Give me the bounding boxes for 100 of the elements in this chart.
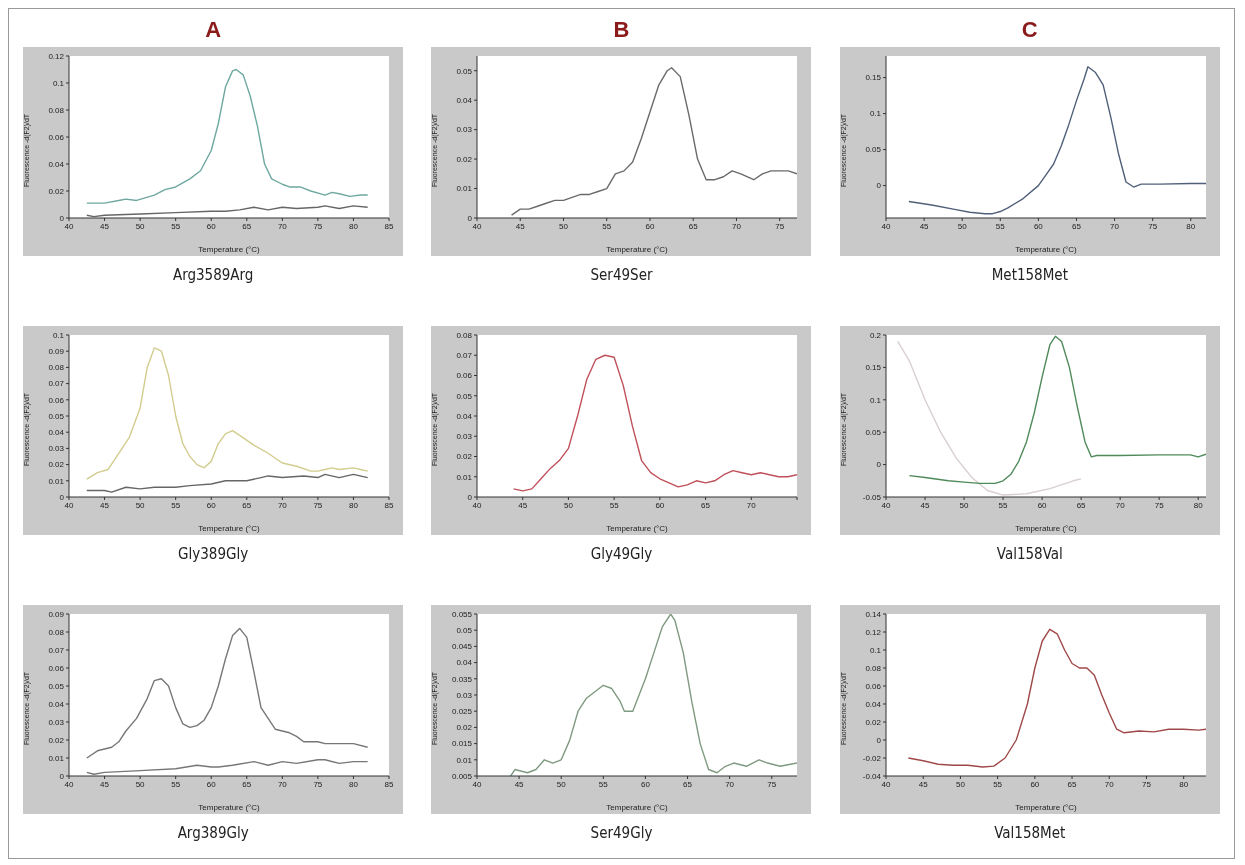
text: Gly49Gly <box>590 545 653 563</box>
x-tick-label: 60 <box>206 221 217 231</box>
x-tick-label: 50 <box>135 779 146 789</box>
y-tick-label: 0.14 <box>865 609 882 619</box>
y-tick-label: 0.2 <box>869 330 882 340</box>
x-tick-label: 65 <box>1071 221 1082 231</box>
x-tick-label: 70 <box>1104 779 1115 789</box>
x-tick-label: 40 <box>881 779 891 789</box>
y-tick-label: 0.01 <box>48 476 65 486</box>
x-axis-title: Temperature (°C) <box>198 245 261 254</box>
chart-subtitle: B <box>613 17 630 42</box>
x-tick-label: 75 <box>1141 779 1152 789</box>
x-tick-label: 50 <box>959 500 969 510</box>
x-tick-label: 40 <box>881 500 891 510</box>
x-axis-title: Temperature (°C) <box>1015 245 1077 254</box>
text: Val158Met <box>994 824 1066 842</box>
x-tick-label: 45 <box>920 500 930 510</box>
y-tick-label: 0.04 <box>48 699 65 709</box>
y-tick-label: 0.04 <box>456 411 474 421</box>
y-tick-label: 0.02 <box>48 186 65 196</box>
y-tick-label: 0.12 <box>48 51 65 61</box>
x-tick-label: 70 <box>747 500 757 510</box>
x-tick-label: 40 <box>473 779 483 789</box>
x-tick-label: 55 <box>998 500 1008 510</box>
x-tick-label: 50 <box>559 221 569 231</box>
y-tick-label: 0.035 <box>452 674 474 684</box>
x-tick-label: 45 <box>100 779 110 789</box>
x-tick-label: 55 <box>171 500 181 510</box>
y-tick-label: 0.09 <box>48 609 65 619</box>
x-tick-label: 75 <box>775 221 786 231</box>
y-tick-label: 0.06 <box>456 371 474 381</box>
y-tick-label: 0.08 <box>48 105 65 115</box>
line-series <box>513 354 798 492</box>
x-tick-label: 70 <box>278 779 288 789</box>
line-series <box>511 67 798 216</box>
x-axis-title: Temperature (°C) <box>606 803 669 812</box>
x-tick-label: 75 <box>1148 221 1158 231</box>
x-axis-title: Temperature (°C) <box>1015 803 1077 812</box>
y-tick-label: 0.08 <box>48 363 65 373</box>
x-tick-label: 55 <box>610 500 620 510</box>
x-tick-label: 70 <box>725 779 736 789</box>
y-tick-label: 0.02 <box>456 723 474 733</box>
line-series <box>86 68 369 204</box>
x-tick-label: 55 <box>602 221 613 231</box>
x-tick-label: 70 <box>1115 500 1125 510</box>
y-tick-label: 0.055 <box>452 609 474 619</box>
x-tick-label: 85 <box>384 500 395 510</box>
y-tick-label: 0.15 <box>865 363 882 373</box>
y-tick-label: 0.07 <box>48 645 65 655</box>
y-tick-label: 0.025 <box>452 707 474 717</box>
x-tick-label: 80 <box>349 779 359 789</box>
line-series <box>896 340 1082 496</box>
y-tick-label: 0.03 <box>48 444 65 454</box>
y-tick-label: 0.1 <box>869 395 882 405</box>
y-tick-label: 0.05 <box>456 626 474 636</box>
x-tick-label: 55 <box>171 221 181 231</box>
y-tick-label: 0.03 <box>456 432 474 442</box>
x-tick-label: 45 <box>515 779 525 789</box>
x-tick-label: 40 <box>64 500 75 510</box>
x-tick-label: 65 <box>242 500 252 510</box>
y-tick-label: 0.03 <box>456 690 474 700</box>
x-tick-label: 50 <box>135 500 146 510</box>
x-tick-label: 75 <box>313 221 324 231</box>
y-tick-label: 0.06 <box>48 132 65 142</box>
x-tick-label: 50 <box>564 500 574 510</box>
y-tick-label: 0.07 <box>48 379 65 389</box>
y-tick-label: 0.04 <box>48 159 65 169</box>
x-axis-title: Temperature (°C) <box>606 245 669 254</box>
x-tick-label: 70 <box>1109 221 1120 231</box>
y-tick-label: 0.06 <box>48 395 65 405</box>
y-tick-label: 0.1 <box>869 109 882 119</box>
y-tick-label: 0.04 <box>865 699 882 709</box>
x-tick-label: 80 <box>1186 221 1196 231</box>
y-tick-label: 0.06 <box>865 681 882 691</box>
y-tick-label: 0.02 <box>48 460 65 470</box>
text: Ser49Gly <box>590 824 653 842</box>
x-axis-title: Temperature (°C) <box>1015 524 1077 533</box>
x-tick-label: 70 <box>278 221 288 231</box>
x-tick-label: 45 <box>918 779 929 789</box>
x-tick-label: 80 <box>1179 779 1189 789</box>
y-tick-label: 0.05 <box>456 66 474 76</box>
y-tick-label: 0.045 <box>452 642 474 652</box>
y-tick-label: 0.04 <box>456 96 474 106</box>
x-tick-label: 40 <box>64 221 75 231</box>
x-tick-label: 85 <box>384 779 395 789</box>
x-tick-label: 75 <box>767 779 778 789</box>
line-series <box>86 759 369 775</box>
y-tick-label: 0.01 <box>456 184 474 194</box>
y-tick-label: 0.06 <box>48 663 65 673</box>
y-tick-label: -0.05 <box>862 492 882 502</box>
line-series <box>907 66 1206 215</box>
x-tick-label: 40 <box>473 221 483 231</box>
line-series <box>86 347 369 480</box>
x-tick-label: 65 <box>242 221 252 231</box>
y-tick-label: 0.07 <box>456 351 474 361</box>
y-tick-label: 0.01 <box>456 755 474 765</box>
x-tick-label: 60 <box>206 500 217 510</box>
y-tick-label: 0.1 <box>869 645 882 655</box>
line-series <box>86 473 369 493</box>
x-tick-label: 60 <box>646 221 656 231</box>
